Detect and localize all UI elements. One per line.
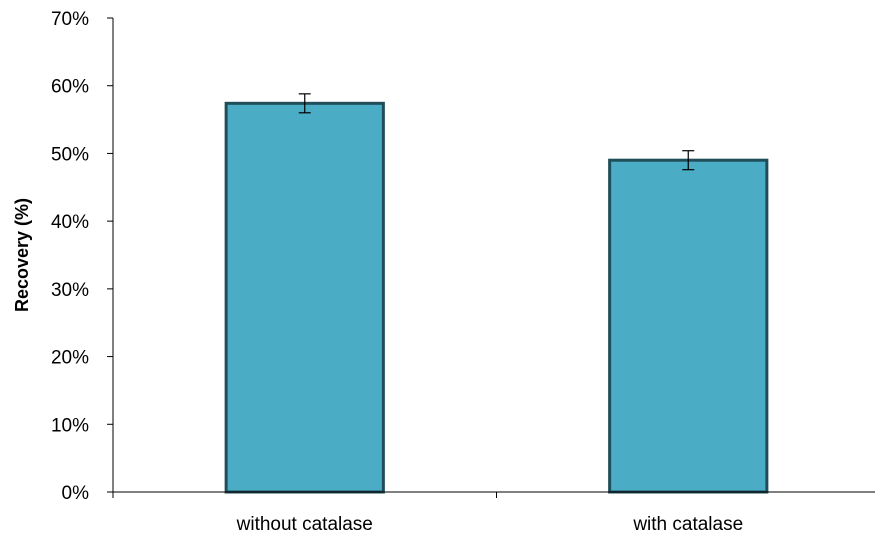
bar [224,101,385,494]
y-tick-label: 30% [51,280,89,301]
y-tick-label: 70% [51,9,89,30]
y-tick-label: 60% [51,77,89,98]
bar [608,158,769,494]
y-tick-label: 0% [62,483,90,504]
error-bar [298,93,311,114]
y-tick-label: 20% [51,348,89,369]
y-tick-label: 10% [51,415,89,436]
y-tick-label: 40% [51,212,89,233]
x-ticks-layer: without catalase with catalase [112,492,743,535]
bars-layer [224,101,769,494]
y-axis-title: Recovery (%) [12,198,32,312]
y-ticks-layer: 0% 10% 20% 30% 40% 50% 60% 70% [51,9,113,504]
error-bars-layer [298,93,695,171]
x-tick-label: without catalase [236,514,373,535]
x-tick-label: with catalase [632,514,743,535]
y-tick-label: 50% [51,144,89,165]
error-bar [682,150,695,171]
